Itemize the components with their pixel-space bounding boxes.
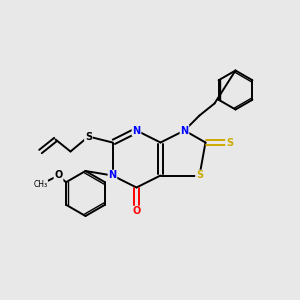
- Text: CH₃: CH₃: [33, 180, 48, 189]
- Text: N: N: [180, 125, 189, 136]
- Text: S: S: [85, 131, 92, 142]
- Text: N: N: [108, 170, 117, 181]
- Text: S: S: [226, 137, 233, 148]
- Text: O: O: [54, 170, 63, 181]
- Text: O: O: [132, 206, 141, 217]
- Text: S: S: [196, 170, 203, 181]
- Text: N: N: [132, 125, 141, 136]
